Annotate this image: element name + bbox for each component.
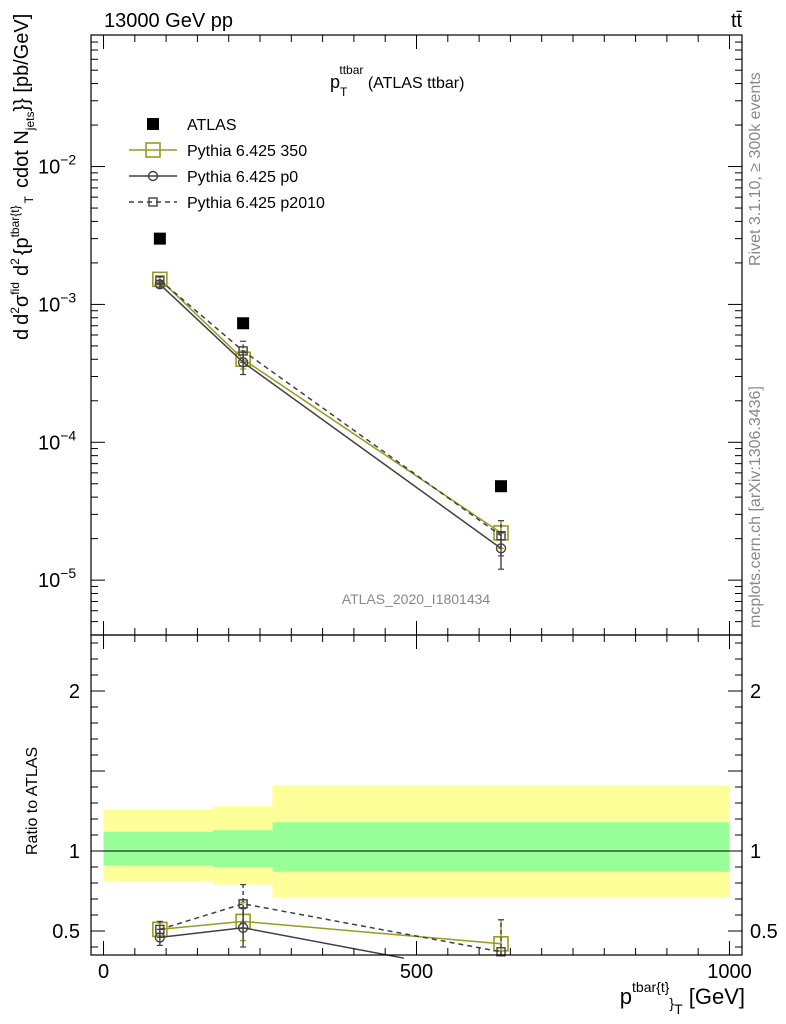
main-y-tick-label-exp: −2 [60, 152, 76, 168]
data-point-marker [148, 197, 158, 207]
legend-label: Pythia 6.425 p2010 [187, 195, 325, 212]
series-pythia-6-425-p0 [154, 907, 405, 959]
ratio-y-tick-label-left: 2 [69, 681, 80, 703]
main-y-tick-label-base: 10 [38, 570, 60, 592]
data-point-marker [155, 924, 165, 935]
data-point-marker [493, 935, 509, 952]
main-series [152, 232, 509, 570]
series-line [159, 279, 502, 537]
ylabel-denom: d [11, 265, 33, 276]
plot-title: pTttbar (ATLAS ttbar) [330, 63, 464, 99]
inner-uncertainty-band [213, 830, 273, 867]
ratio-y-tick-label-right: 0.5 [750, 921, 778, 943]
xlabel-sub2: T [674, 1001, 683, 1017]
ylabel-denom-p-sup: tbar{t} [8, 205, 22, 237]
energy-label: 13000 GeV pp [104, 10, 233, 32]
legend: ATLAS Pythia 6.425 350 Pythia 6.425 p0 Pyth… [129, 117, 325, 212]
ylabel-units: }} [pb/GeV] [11, 14, 33, 112]
process-label: tt̄ [731, 10, 743, 32]
data-point-marker [238, 346, 248, 356]
main-y-tick-label-base: 10 [38, 157, 60, 179]
data-point-marker [496, 947, 506, 957]
series-pythia-6-425-350 [152, 901, 509, 956]
series-pythia-6-425-p2010 [155, 275, 506, 557]
plot-title-rest: (ATLAS ttbar) [363, 75, 464, 92]
main-y-tick-label-base: 10 [38, 294, 60, 316]
main-y-tick-label: 10−3 [38, 289, 76, 316]
xlabel-units: [GeV] [683, 984, 745, 1009]
ratio-axis-ticks [91, 635, 742, 955]
ylabel-denom-sup: 2 [8, 258, 22, 265]
main-y-tick-label-exp: −4 [60, 427, 76, 443]
ratio-tick-labels: 0.5 0.5 1 1 2 2 0 500 1000 [52, 681, 778, 983]
ratio-y-tick-label-right: 2 [750, 681, 761, 703]
main-y-tick-label-exp: −3 [60, 289, 76, 305]
x-tick-label: 1000 [707, 961, 752, 983]
ylabel-sigma-sup: fid [8, 282, 22, 295]
x-tick-label: 500 [400, 961, 433, 983]
ratio-series [152, 883, 509, 959]
data-point-marker [147, 118, 159, 130]
mcplots-source-label: mcplots.cern.ch [arXiv:1306.3436] [747, 386, 764, 628]
rivet-version-label: Rivet 3.1.10, ≥ 300k events [747, 72, 764, 266]
plot-title-sub: T [340, 85, 348, 99]
ylabel-numer-sup: 2 [8, 307, 22, 314]
xlabel-p: p [620, 984, 632, 1009]
series-pythia-6-425-p0 [154, 279, 507, 570]
x-axis-label: ptbar{t}}T [GeV] [620, 979, 745, 1017]
xlabel-sup: tbar{t} [632, 979, 670, 995]
analysis-watermark: ATLAS_2020_I1801434 [342, 591, 491, 607]
plot-title-sup: ttbar [339, 63, 363, 77]
ylabel-sigma: σ [11, 294, 33, 307]
data-point-marker [496, 531, 506, 541]
main-y-tick-label-base: 10 [38, 432, 60, 454]
ratio-y-tick-label-left: 0.5 [52, 921, 80, 943]
ylabel-denom-p: {p [11, 237, 33, 255]
data-point-marker [155, 275, 165, 285]
ratio-y-tick-label-left: 1 [69, 841, 80, 863]
series-atlas [153, 232, 508, 493]
data-point-marker [145, 142, 161, 158]
legend-item: Pythia 6.425 p2010 [129, 195, 325, 212]
legend-item: Pythia 6.425 350 [129, 142, 307, 160]
main-y-tick-labels: 10−210−310−410−5 [38, 152, 76, 593]
main-y-axis-label: dd2σfidd2{ptbar{t}Tcdot Njets}} [pb/GeV] [8, 14, 37, 340]
ylabel-numer: d [11, 314, 33, 325]
ratio-uncertainty-bands [103, 785, 730, 898]
legend-label: ATLAS [187, 117, 237, 134]
legend-label: Pythia 6.425 350 [187, 143, 307, 160]
main-panel: 10−210−310−410−5 pTttbar (ATLAS ttbar) A… [8, 14, 743, 636]
main-y-tick-label: 10−5 [38, 565, 76, 592]
ylabel-d: d [11, 329, 33, 340]
ratio-panel: 0.5 0.5 1 1 2 2 0 500 1000 Ratio to ATLAS ptbar{… [24, 634, 778, 1017]
main-y-tick-label: 10−2 [38, 152, 76, 179]
data-point-marker [238, 899, 248, 909]
x-tick-label: 0 [98, 961, 109, 983]
data-point-marker [237, 357, 249, 368]
series-line [159, 920, 502, 945]
ylabel-denom-p-sub: T [22, 195, 36, 203]
data-point-marker [153, 232, 166, 245]
data-point-marker [495, 480, 508, 493]
series-line [159, 278, 502, 534]
main-y-tick-label-exp: −5 [60, 565, 76, 581]
main-y-tick-label: 10−4 [38, 427, 76, 454]
data-point-marker [147, 170, 159, 182]
inner-uncertainty-band [272, 822, 730, 872]
series-pythia-6-425-350 [152, 271, 509, 549]
legend-item: ATLAS [147, 117, 237, 134]
ylabel-cdot-sub: jets [23, 112, 37, 132]
series-line [159, 903, 502, 953]
main-axis-ticks [91, 34, 742, 636]
legend-item: Pythia 6.425 p0 [129, 169, 298, 186]
ratio-y-axis-label: Ratio to ATLAS [24, 747, 41, 855]
xlabel-sub: } [669, 995, 674, 1011]
inner-uncertainty-band [103, 831, 214, 866]
plot-title-p: p [330, 72, 340, 92]
legend-label: Pythia 6.425 p0 [187, 169, 298, 186]
ratio-y-tick-label-right: 1 [750, 841, 761, 863]
ylabel-cdot: cdot N [11, 130, 33, 188]
data-point-marker [237, 317, 250, 330]
